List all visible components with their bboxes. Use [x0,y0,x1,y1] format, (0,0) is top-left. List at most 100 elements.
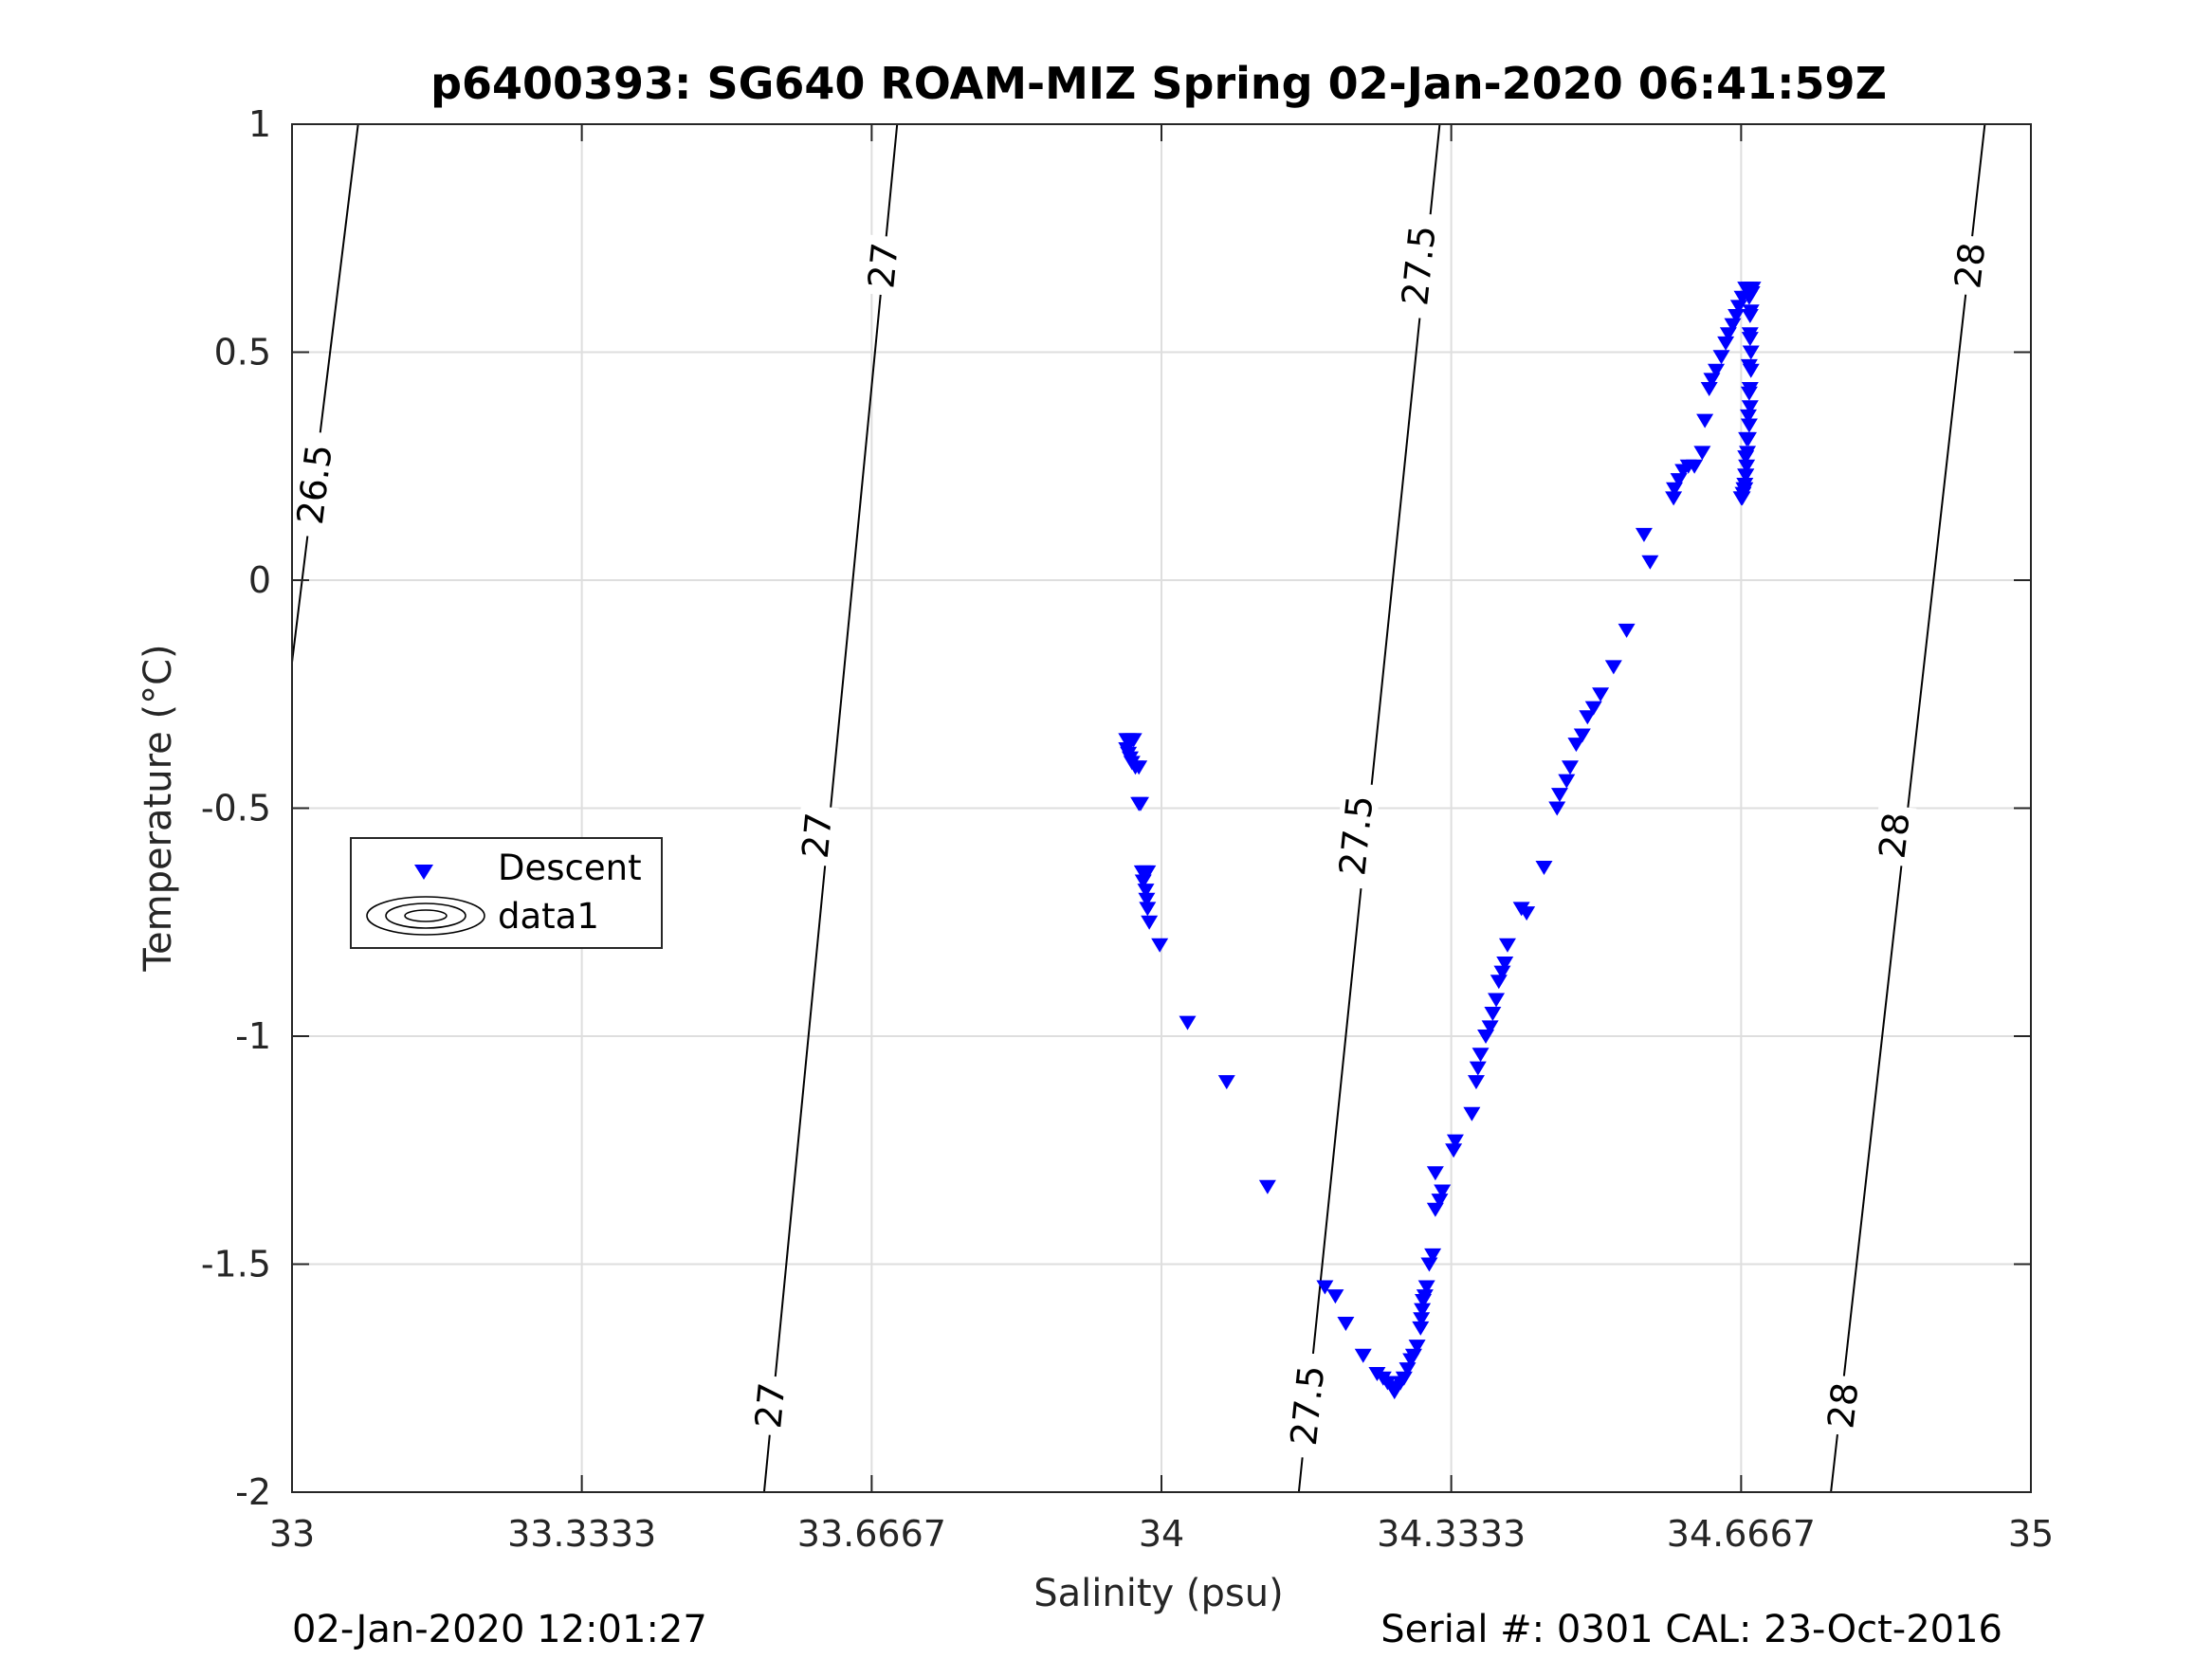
descent-point [1258,1179,1276,1194]
descent-point [1412,1321,1430,1336]
y-tick-label: -1.5 [201,1244,271,1285]
y-tick-label: 0 [248,559,271,601]
contour-label-group: 27.5 [1283,1351,1332,1460]
descent-point [1696,413,1714,428]
descent-point [1151,938,1169,953]
x-tick-label: 34.3333 [1377,1513,1526,1555]
contour-label: 28 [1947,241,1993,291]
descent-point [1431,1194,1449,1209]
contour-label: 28 [1871,811,1917,861]
descent-point [1217,1075,1235,1090]
descent-point [1484,1006,1502,1021]
contour-label: 27 [860,241,905,290]
descent-point [1179,1015,1197,1030]
contour-label-background [748,1374,793,1437]
contour-label: 27.5 [1331,793,1380,878]
descent-point [1498,938,1516,953]
descent-point [1558,774,1576,789]
descent-point [1417,1280,1435,1295]
descent-points [1118,282,1762,1400]
descent-point [1535,861,1553,876]
contour-label-group: 28 [1871,804,1918,867]
descent-point [1469,1061,1487,1076]
descent-point [1737,450,1755,465]
contour-label-group: 27 [795,804,840,867]
descent-point [1665,491,1683,506]
descent-point [1708,363,1726,378]
contour-label: 28 [1819,1380,1866,1431]
descent-point [1741,332,1759,347]
descent-point [1693,446,1711,461]
descent-point [1416,1289,1434,1304]
legend: Descent data1 [350,837,663,949]
descent-point [1134,874,1152,889]
descent-point [1337,1317,1355,1332]
descent-point [1717,336,1735,351]
descent-point [1446,1134,1464,1149]
descent-point [1740,386,1758,401]
contour-label-background [1872,804,1917,867]
x-tick-label: 34.6667 [1667,1513,1816,1555]
descent-point [1316,1280,1334,1295]
descent-point [1408,1340,1426,1355]
descent-point [1139,865,1157,880]
descent-point [1548,801,1566,816]
legend-descent-marker [414,865,433,880]
grid-lines [292,124,2031,1492]
descent-point [1592,687,1610,702]
contour-line [291,123,359,663]
contour-label: 27.5 [1283,1363,1332,1448]
descent-point [1741,400,1759,415]
legend-descent-label: Descent [498,848,642,888]
descent-point [1737,468,1755,483]
descent-point [1424,1248,1442,1263]
descent-point [1742,345,1760,360]
legend-contour-marker [366,896,485,936]
descent-point [1472,1048,1490,1063]
descent-point [1736,482,1754,497]
descent-point [1434,1184,1452,1199]
descent-point [1641,555,1659,570]
chart-title: p6400393: SG640 ROAM-MIZ Spring 02-Jan-2… [430,58,1887,109]
contour-label-group: 27 [860,234,906,297]
descent-point [1738,431,1756,447]
descent-point [1635,527,1653,542]
descent-point [1561,760,1579,775]
contour-label-group: 26.5 [289,429,340,539]
descent-point [1567,738,1585,753]
descent-point [1426,1166,1444,1181]
density-contours: 26.5 27 27 27 27.5 27.5 27.5 28 28 28 [289,123,1993,1493]
contour-label: 27 [795,811,840,860]
y-tick-label: -1 [235,1015,271,1057]
descent-point [1496,957,1514,972]
contour-label-background [1820,1374,1866,1437]
descent-point [1518,906,1536,921]
descent-point [1130,760,1148,775]
descent-point [1712,350,1730,365]
contour-label-background [861,234,905,297]
descent-point [1131,796,1149,811]
contour-label-group: 27.5 [1394,211,1444,319]
contour-label-group: 28 [1819,1374,1866,1437]
descent-point [1584,701,1602,716]
descent-point [1137,884,1155,899]
contour-label-background [1947,234,1993,298]
x-tick-label: 33.3333 [507,1513,656,1555]
descent-point [1573,728,1591,743]
footer-serial-cal: Serial #: 0301 CAL: 23-Oct-2016 [1380,1608,2002,1651]
contour-label-background [795,804,839,867]
y-tick-label: -0.5 [201,788,271,830]
descent-point [1463,1106,1481,1121]
descent-point [1141,915,1159,930]
descent-point [1700,381,1718,396]
descent-point [1481,1020,1499,1035]
descent-point [1738,459,1756,474]
contour-label-group: 27.5 [1331,781,1381,890]
contour-label: 26.5 [289,442,340,526]
descent-point [1604,660,1622,675]
descent-point [1138,892,1156,907]
contour-label-background [1331,781,1380,890]
descent-point [1740,358,1758,374]
